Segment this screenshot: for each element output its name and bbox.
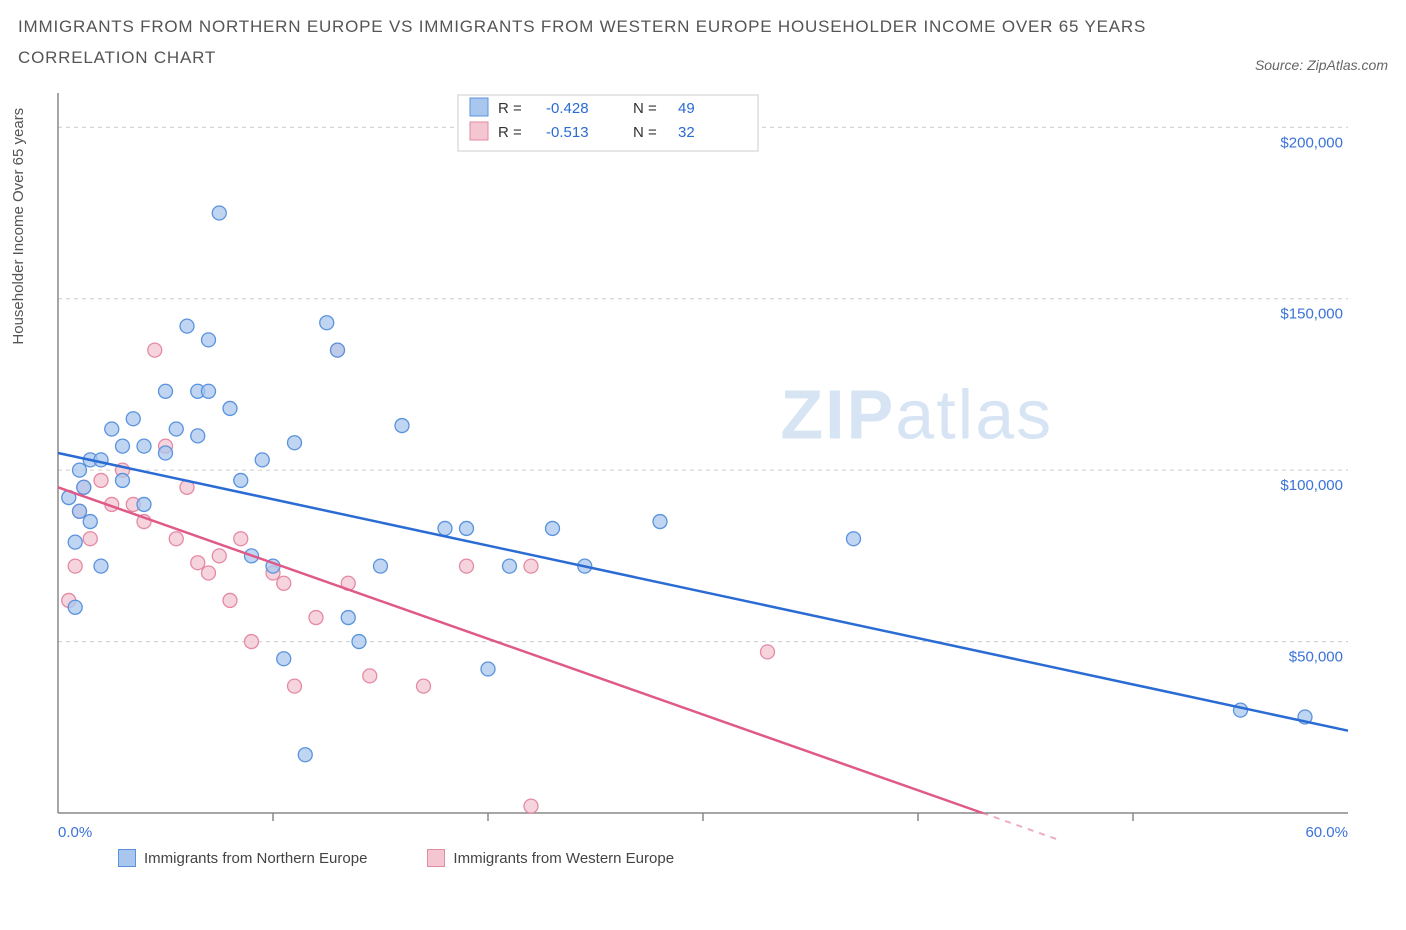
western-point [223, 594, 237, 608]
northern-point [169, 422, 183, 436]
northern-point [83, 515, 97, 529]
northern-point [105, 422, 119, 436]
legend-swatch-northern [118, 849, 136, 867]
western-point [524, 799, 538, 813]
western-point [309, 611, 323, 625]
svg-text:49: 49 [678, 100, 695, 117]
western-point [417, 679, 431, 693]
northern-point [159, 446, 173, 460]
northern-point [277, 652, 291, 666]
svg-text:$100,000: $100,000 [1280, 477, 1343, 494]
northern-point [116, 474, 130, 488]
legend-swatch-western [427, 849, 445, 867]
northern-point [137, 439, 151, 453]
northern-point [298, 748, 312, 762]
legend-item-western: Immigrants from Western Europe [427, 849, 674, 867]
scatter-chart: $50,000 $100,000 $150,000 $200,000 ZIPatlas 0… [18, 83, 1358, 843]
svg-text:$150,000: $150,000 [1280, 306, 1343, 323]
svg-text:ZIPatlas: ZIPatlas [780, 376, 1053, 454]
northern-point [73, 463, 87, 477]
svg-text:-0.428: -0.428 [546, 100, 589, 117]
northern-point [341, 611, 355, 625]
northern-point [352, 635, 366, 649]
western-point [524, 559, 538, 573]
western-point [94, 474, 108, 488]
svg-text:$200,000: $200,000 [1280, 134, 1343, 151]
legend-label-western: Immigrants from Western Europe [453, 850, 674, 867]
western-point [83, 532, 97, 546]
northern-point [94, 453, 108, 467]
northern-point [374, 559, 388, 573]
northern-point [212, 206, 226, 220]
western-point [234, 532, 248, 546]
western-point [191, 556, 205, 570]
northern-point [320, 316, 334, 330]
regression-line [58, 453, 1348, 731]
northern-point [77, 480, 91, 494]
legend-item-northern: Immigrants from Northern Europe [118, 849, 367, 867]
legend: Immigrants from Northern Europe Immigran… [18, 849, 1388, 867]
northern-point [481, 662, 495, 676]
western-point [68, 559, 82, 573]
header: IMMIGRANTS FROM NORTHERN EUROPE VS IMMIG… [18, 12, 1388, 73]
regression-line [58, 487, 983, 813]
northern-point [137, 498, 151, 512]
western-point [761, 645, 775, 659]
chart-area: Householder Income Over 65 years $50,000… [18, 83, 1388, 843]
svg-text:60.0%: 60.0% [1305, 824, 1348, 841]
northern-point [68, 600, 82, 614]
northern-point [331, 343, 345, 357]
northern-point [438, 522, 452, 536]
svg-text:$50,000: $50,000 [1289, 649, 1343, 666]
northern-point [180, 319, 194, 333]
western-point [212, 549, 226, 563]
legend-label-northern: Immigrants from Northern Europe [144, 850, 367, 867]
northern-point [255, 453, 269, 467]
svg-text:N =: N = [633, 100, 657, 117]
northern-point [460, 522, 474, 536]
western-point [148, 343, 162, 357]
western-point [288, 679, 302, 693]
northern-point [288, 436, 302, 450]
northern-point [202, 384, 216, 398]
northern-point [191, 429, 205, 443]
northern-point [159, 384, 173, 398]
northern-point [202, 333, 216, 347]
svg-text:-0.513: -0.513 [546, 124, 589, 141]
svg-text:N =: N = [633, 124, 657, 141]
western-point [245, 635, 259, 649]
northern-point [847, 532, 861, 546]
western-point [460, 559, 474, 573]
northern-point [116, 439, 130, 453]
northern-point [223, 402, 237, 416]
western-point [363, 669, 377, 683]
northern-point [73, 504, 87, 518]
northern-point [68, 535, 82, 549]
svg-text:32: 32 [678, 124, 695, 141]
western-point [202, 566, 216, 580]
northern-point [94, 559, 108, 573]
northern-point [395, 419, 409, 433]
western-point [277, 576, 291, 590]
title-line-1: IMMIGRANTS FROM NORTHERN EUROPE VS IMMIG… [18, 17, 1146, 36]
northern-point [126, 412, 140, 426]
svg-text:R =: R = [498, 100, 522, 117]
title-line-2: CORRELATION CHART [18, 48, 216, 67]
y-axis-label: Householder Income Over 65 years [10, 108, 27, 345]
source-credit: Source: ZipAtlas.com [1255, 57, 1388, 73]
svg-text:0.0%: 0.0% [58, 824, 92, 841]
northern-point [234, 474, 248, 488]
western-point [169, 532, 183, 546]
chart-title: IMMIGRANTS FROM NORTHERN EUROPE VS IMMIG… [18, 12, 1146, 73]
northern-point [653, 515, 667, 529]
northern-point [503, 559, 517, 573]
northern-point [546, 522, 560, 536]
svg-text:R =: R = [498, 124, 522, 141]
